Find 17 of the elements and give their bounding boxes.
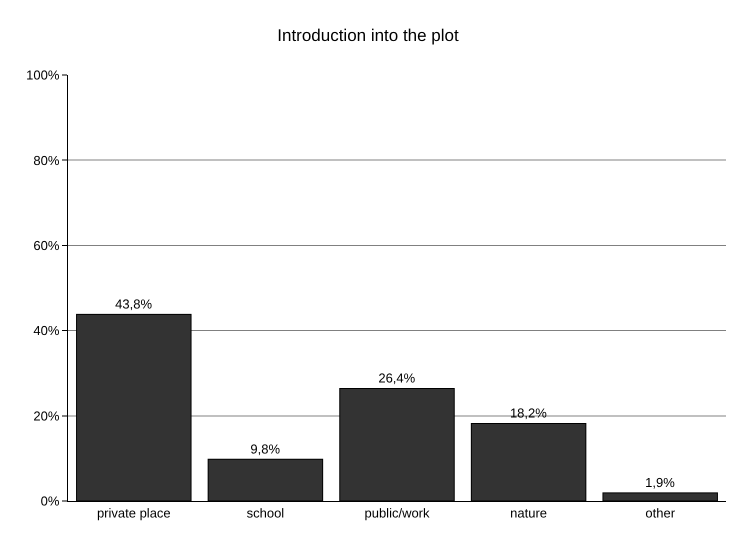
y-tick-label: 0%: [40, 494, 60, 509]
data-label: 9,8%: [250, 441, 280, 456]
data-label: 18,2%: [510, 405, 548, 420]
y-tick-label: 20%: [33, 408, 60, 424]
data-label: 1,9%: [645, 474, 676, 490]
y-tick-label: 80%: [33, 152, 60, 168]
data-label: 26,4%: [378, 370, 416, 386]
chart-title: Introduction into the plot: [277, 26, 459, 46]
x-tick-label: nature: [510, 506, 548, 521]
x-tick-label: private place: [96, 506, 171, 521]
y-tick-label: 100%: [26, 68, 60, 83]
y-tick-label: 60%: [33, 238, 60, 253]
data-label: 43,8%: [115, 296, 152, 312]
x-tick-label: other: [645, 506, 676, 521]
y-tick-label: 40%: [33, 323, 60, 338]
x-tick-label: school: [246, 506, 284, 521]
x-tick-label: public/work: [364, 506, 430, 521]
